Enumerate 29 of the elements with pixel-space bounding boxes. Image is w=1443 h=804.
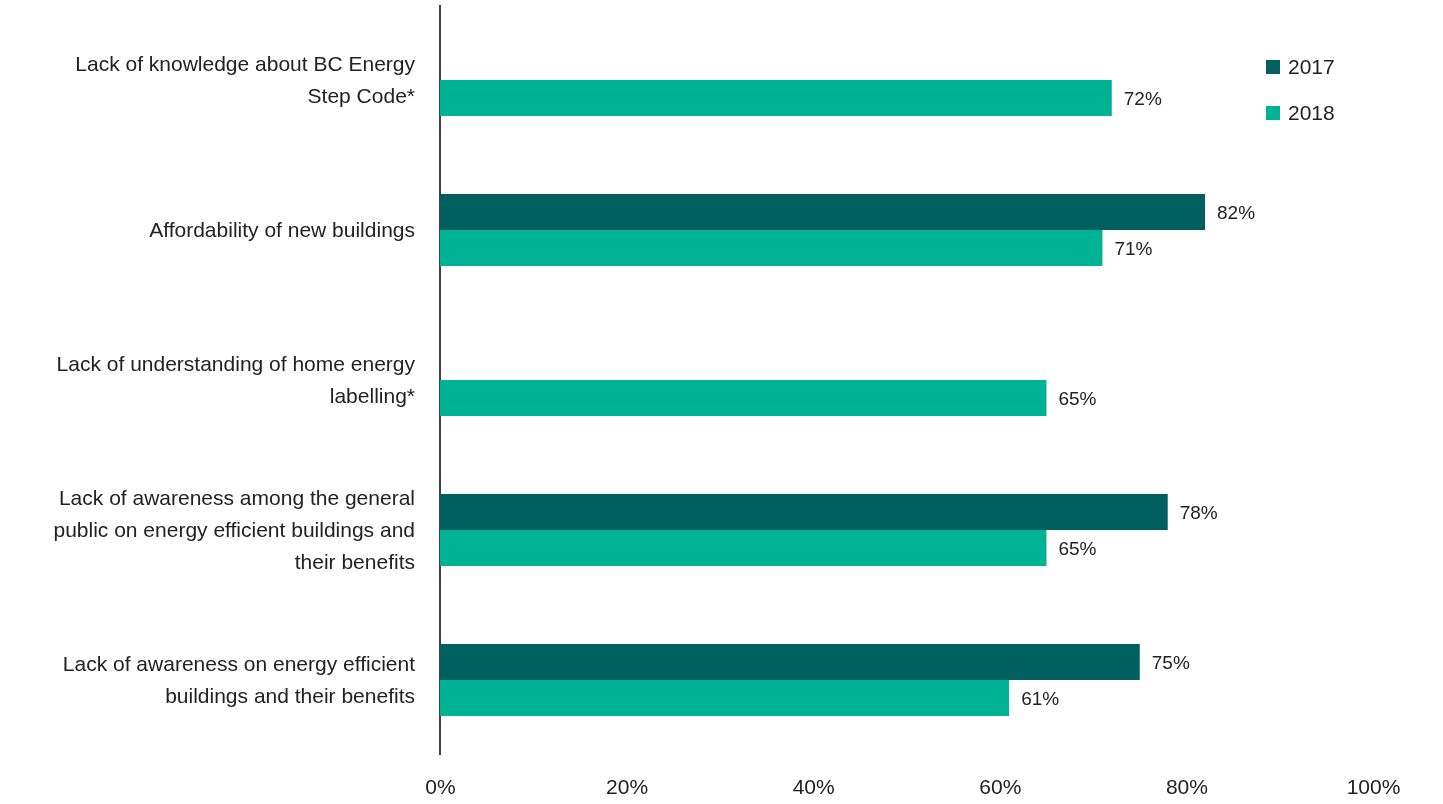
bar	[440, 230, 1103, 266]
x-tick-label: 40%	[792, 774, 835, 798]
x-tick-label: 20%	[606, 774, 649, 798]
bar	[440, 380, 1047, 416]
data-label: 61%	[1021, 688, 1060, 709]
bar	[440, 80, 1112, 116]
y-tick-label: Lack of understanding of home energy labelling*	[56, 352, 416, 407]
bar	[440, 644, 1140, 680]
data-label: 82%	[1217, 202, 1256, 223]
y-tick-label: Lack of awareness on energy efficient buildings and their benefits	[62, 652, 416, 707]
data-label: 75%	[1151, 652, 1190, 673]
data-label: 78%	[1179, 502, 1218, 523]
bar	[440, 194, 1206, 230]
data-label: 72%	[1123, 88, 1162, 109]
data-label: 65%	[1058, 388, 1097, 409]
bar	[440, 680, 1010, 716]
x-tick-label: 60%	[979, 774, 1022, 798]
x-tick-label: 0%	[425, 774, 456, 798]
bar	[440, 494, 1168, 530]
legend-label: 2018	[1288, 101, 1335, 124]
legend-label: 2017	[1288, 55, 1335, 78]
y-tick-label: Affordability of new buildings	[149, 218, 415, 241]
y-tick-label: Lack of knowledge about BC Energy Step Code*	[75, 52, 416, 107]
x-tick-label: 100%	[1346, 774, 1401, 798]
data-label: 71%	[1114, 238, 1153, 259]
x-tick-label: 80%	[1165, 774, 1208, 798]
data-label: 65%	[1058, 538, 1097, 559]
y-tick-label: Lack of awareness among the general public on energy efficient buildings and their benefits	[53, 486, 415, 573]
bar	[440, 530, 1047, 566]
